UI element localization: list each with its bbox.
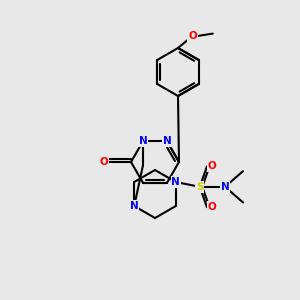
Text: N: N	[163, 136, 171, 146]
Text: S: S	[196, 182, 203, 192]
Text: N: N	[171, 177, 180, 187]
Text: O: O	[99, 157, 108, 167]
Text: N: N	[220, 182, 230, 192]
Text: O: O	[188, 31, 197, 41]
Text: O: O	[208, 202, 216, 212]
Text: N: N	[139, 136, 147, 146]
Text: O: O	[208, 161, 216, 171]
Text: N: N	[130, 201, 139, 211]
Text: O: O	[188, 31, 197, 41]
